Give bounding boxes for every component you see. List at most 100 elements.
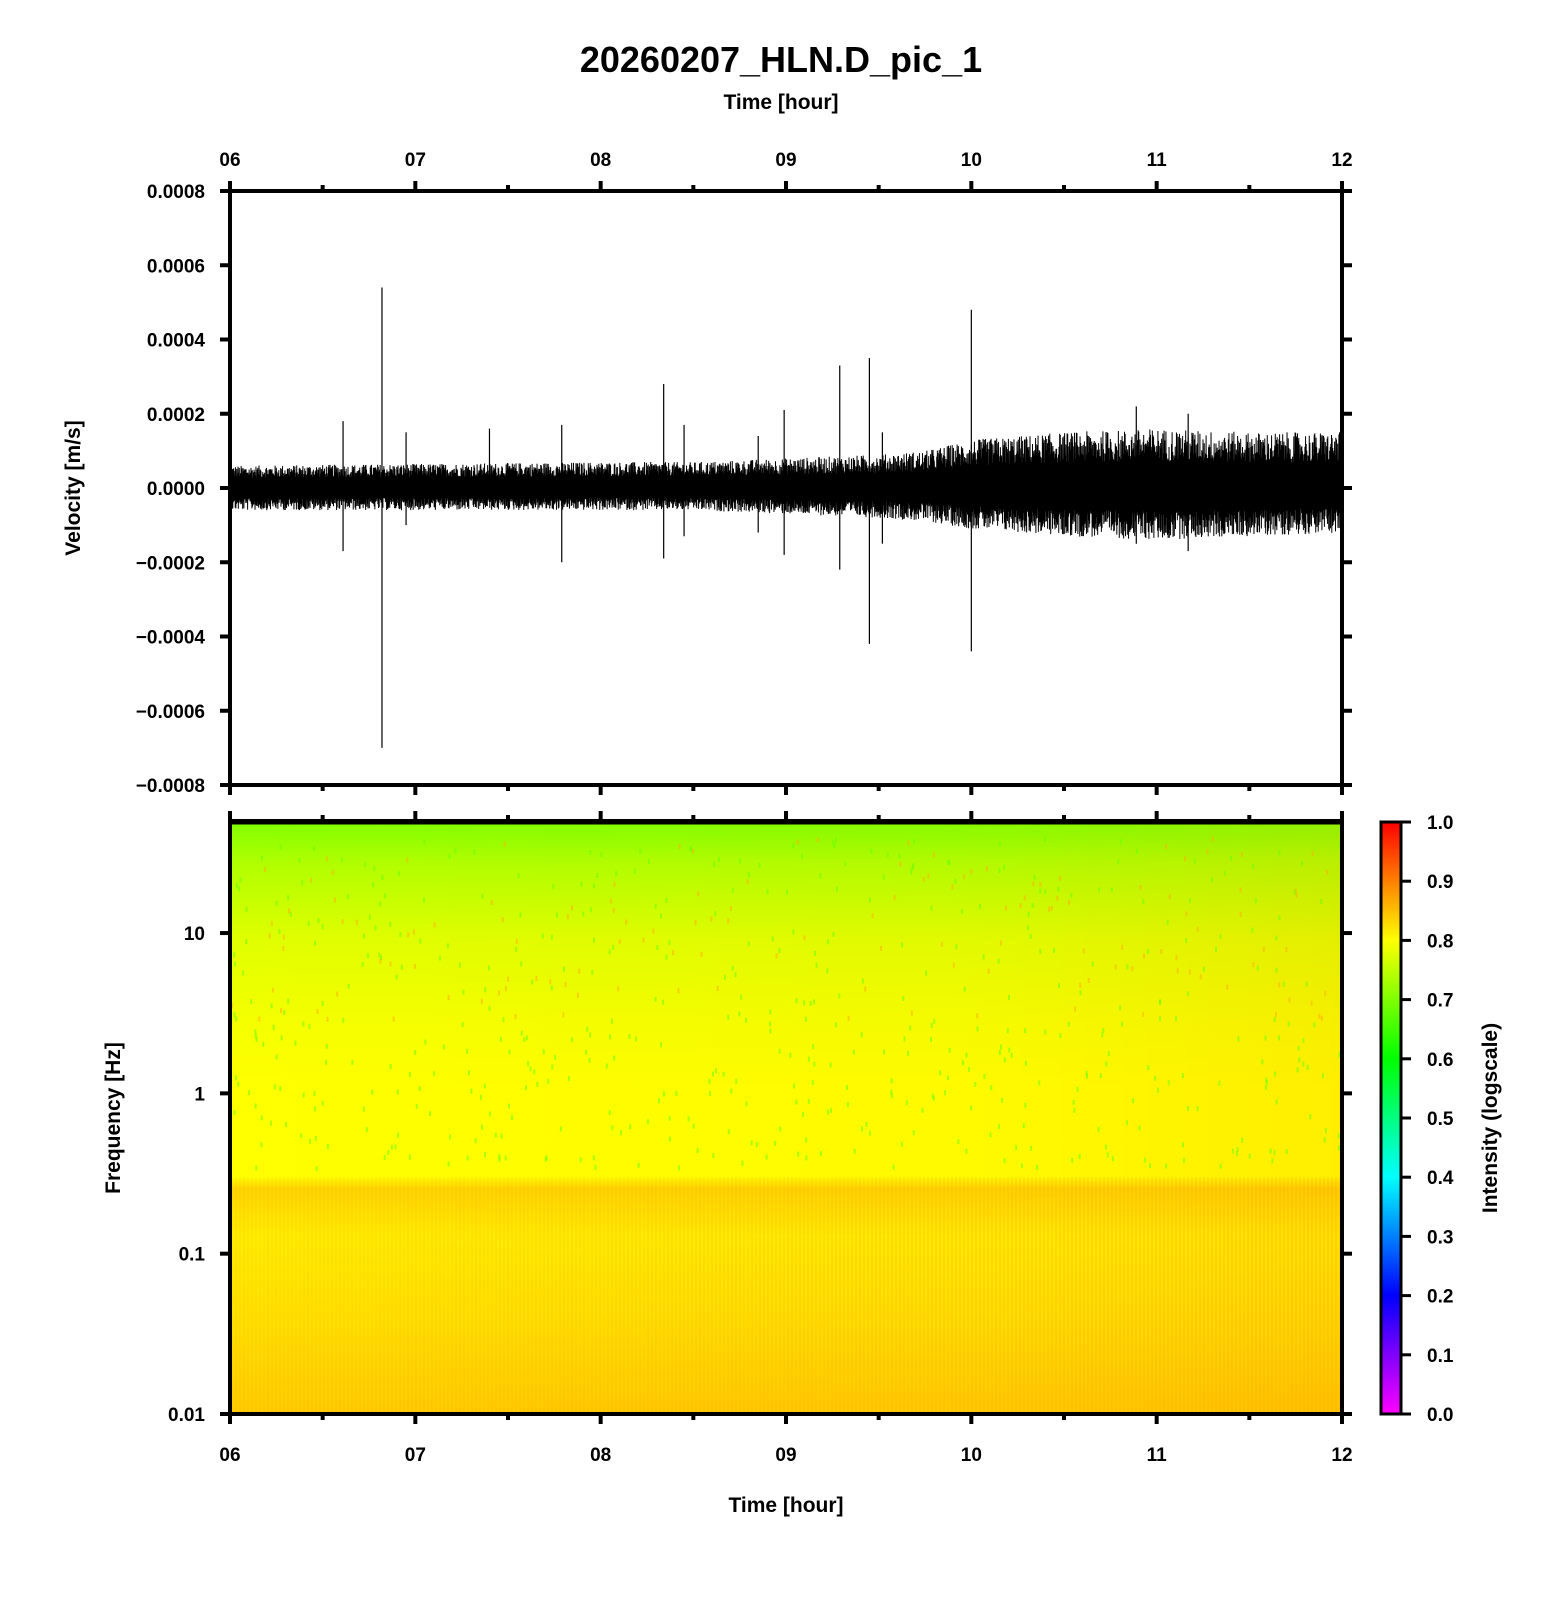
spectrogram-speckle [944, 1090, 946, 1096]
spectrogram-speckle [1285, 947, 1288, 953]
spectrogram-speckle [498, 1156, 501, 1162]
spectrogram-speckle [1087, 978, 1090, 983]
spectrogram-speckle [1278, 850, 1281, 856]
spectrogram-speckle [483, 1083, 486, 1089]
spectrogram-speckle [792, 929, 795, 935]
spectrogram-speckle [963, 874, 966, 880]
spectrogram-speckle [792, 843, 795, 849]
spectrogram-speckle [466, 1048, 469, 1054]
spectrogram-speckle [716, 986, 719, 991]
spectrogram-speckle [1050, 905, 1053, 911]
spectrogram-speckle [1322, 1073, 1324, 1079]
spectrogram-speckle [233, 1110, 236, 1115]
spectrogram-speckle [508, 1103, 511, 1109]
spectrogram-speckle [1297, 1045, 1300, 1051]
spectrogram-speckle [1196, 1106, 1199, 1112]
spectrogram-speckle [909, 1025, 912, 1031]
spectrogram-speckle [549, 979, 552, 985]
spectrogram-speckle [1153, 1075, 1156, 1081]
spectrogram-speckle [803, 1000, 806, 1006]
spectrogram-speckle [1107, 1051, 1110, 1057]
spectrogram-speckle [1098, 887, 1101, 893]
spectrogram-speckle [898, 853, 901, 859]
spectrogram-speckle [533, 1069, 536, 1075]
spectrogram-speckle [713, 862, 715, 868]
spectrogram-speckle [612, 945, 615, 950]
spectrogram-panel: 10 1 0.1 0.01 06 07 08 09 10 11 12 Frequency [Hz]… [102, 811, 1353, 1517]
spectrogram-speckle [600, 852, 603, 858]
spectrogram-speckle [442, 1044, 445, 1050]
spectrogram-speckle [379, 901, 382, 907]
spectrogram-speckle [381, 875, 384, 881]
spectrogram-speckle [397, 1132, 399, 1138]
spectrogram-speckle [389, 961, 392, 967]
spectrogram-speckle [605, 1063, 608, 1069]
spectrogram-speckle [321, 1100, 324, 1106]
spectrogram-speckle [893, 895, 896, 901]
spectrogram-speckle [400, 964, 403, 970]
spectrogram-speckle [1278, 1035, 1281, 1041]
spectrogram-speckle [568, 1076, 570, 1082]
spectrogram-speckle [279, 1086, 282, 1092]
spectrogram-speckle [258, 1016, 261, 1022]
spectrogram-speckle [1202, 966, 1205, 972]
spectrogram-speckle [1323, 1137, 1326, 1143]
spectrogram-speckle [697, 891, 700, 897]
colorbar-tick-label: 0.5 [1427, 1109, 1454, 1130]
spectrogram-speckle [387, 1150, 390, 1156]
spectrogram-speckle [819, 873, 822, 879]
spectrogram-speckle [901, 942, 904, 948]
spectrogram-speckle [771, 936, 774, 942]
spectrogram-speckle [1302, 1061, 1305, 1067]
spectrogram-speckle [413, 964, 416, 969]
x-tick-label: 10 [961, 1445, 982, 1466]
spectrogram-speckle [1273, 1071, 1276, 1077]
spectrogram-speckle [861, 978, 864, 984]
spectrogram-speckle [1189, 898, 1191, 904]
spectrogram-speckle [287, 895, 290, 901]
spectrogram-speckle [654, 996, 657, 1002]
spectrogram-speckle [262, 1041, 265, 1047]
spectrogram-speckle [892, 1164, 895, 1170]
spectrogram-speckle [280, 1008, 282, 1014]
spectrogram-speckle [351, 1060, 354, 1065]
spectrogram-speckle [515, 938, 518, 944]
spectrogram-speckle [962, 1060, 964, 1066]
spectrogram-speckle [407, 932, 410, 938]
colorbar-fill [1381, 822, 1401, 1414]
spectrogram-speckle [1111, 1156, 1114, 1162]
spectrogram-speckle [870, 848, 873, 854]
spectrogram-speckle [1082, 948, 1085, 954]
spectrogram-speckle [1015, 1144, 1018, 1150]
spectrogram-speckle [1158, 999, 1161, 1005]
spectrogram-speckle [325, 1043, 328, 1049]
spectrogram-speckle [729, 906, 732, 911]
spectrogram-speckle [1059, 1033, 1062, 1038]
spectrogram-speckle [1038, 1080, 1041, 1086]
waveform-spikes [342, 287, 1189, 748]
x-tick-label: 08 [590, 150, 611, 171]
colorbar-tick-label: 1.0 [1427, 813, 1453, 834]
spectrogram-speckle [860, 1032, 863, 1038]
spectrogram-speckle [610, 1018, 613, 1024]
spectrogram-speckle [1053, 948, 1056, 953]
spectrogram-speckle [361, 961, 364, 967]
spectrogram-speckle [1102, 1028, 1105, 1033]
spectrogram-speckle [1239, 887, 1242, 893]
spectrogram-speckle [1182, 1142, 1184, 1148]
spectrogram-speckle [1039, 881, 1042, 887]
spectrogram-speckle [1097, 1126, 1100, 1132]
spectrogram-speckle [429, 1111, 431, 1117]
spectrogram-speckle [1287, 1021, 1290, 1027]
spectrogram-speckle [283, 1010, 286, 1015]
spectrogram-speckle [466, 1155, 469, 1161]
spectrogram-speckle [947, 860, 950, 865]
spectrogram-speckle [1023, 895, 1026, 901]
spectrogram-speckle [708, 1078, 711, 1084]
spectrogram-speckle [1143, 953, 1145, 959]
spectrogram-speckle [474, 1138, 477, 1144]
y-tick-label: 10 [184, 924, 205, 945]
spectrogram-speckle [272, 1025, 275, 1030]
spectrogram-speckle [423, 839, 426, 845]
